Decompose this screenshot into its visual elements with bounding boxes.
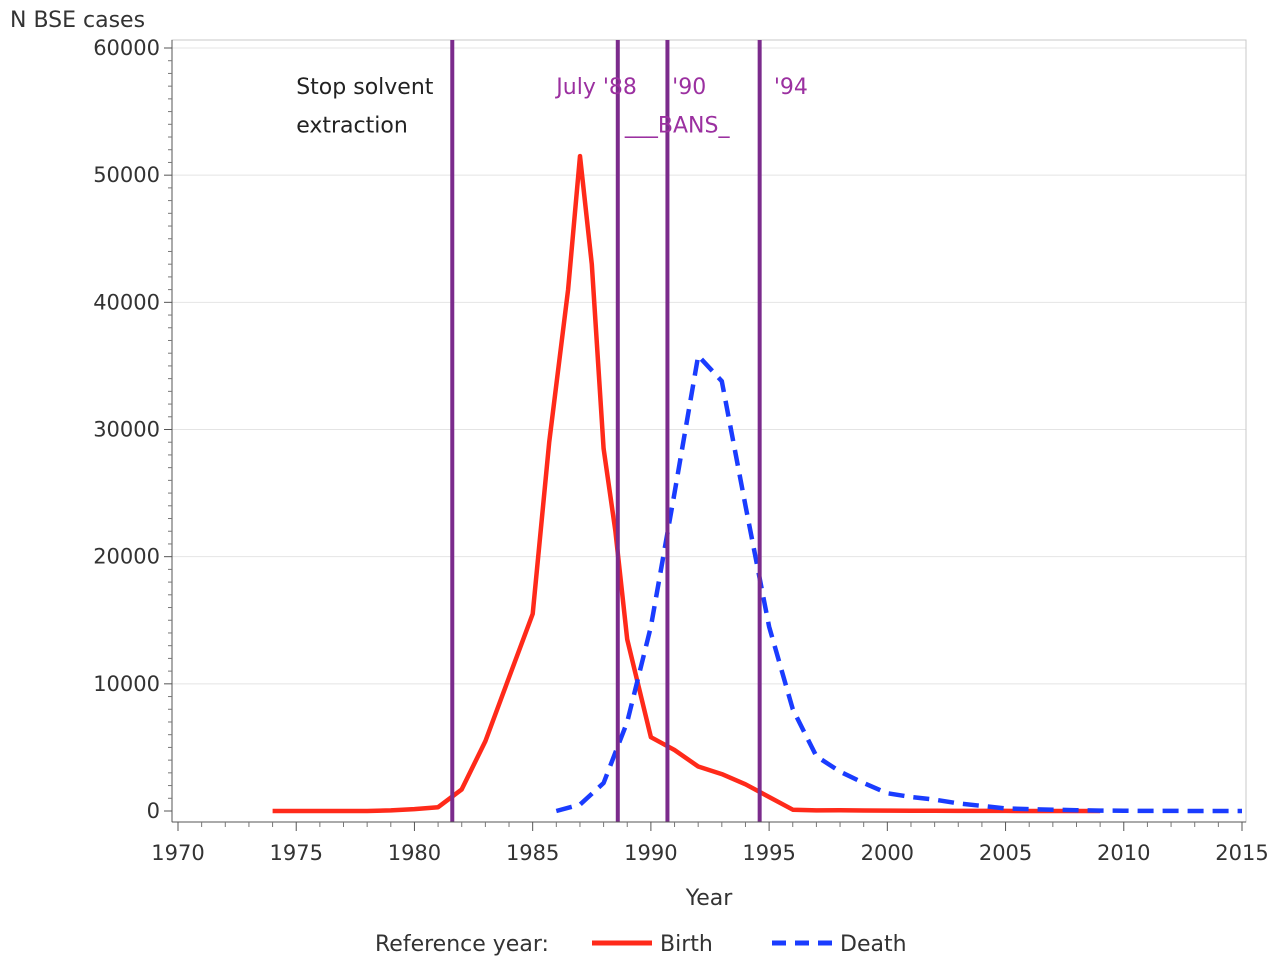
y-tick-label-2: 20000 [93, 545, 160, 569]
x-tick-label-4: 1990 [624, 841, 677, 865]
x-tick-label-6: 2000 [861, 841, 914, 865]
legend-label-death: Death [840, 932, 907, 957]
series-line-birth [272, 153, 1101, 814]
x-tick-label-9: 2015 [1215, 841, 1268, 865]
x-axis-title: Year [685, 886, 734, 911]
y-axis-title: N BSE cases [10, 8, 145, 33]
x-tick-label-7: 2005 [979, 841, 1032, 865]
y-tick-label-3: 30000 [93, 418, 160, 442]
annotation-5: ___BANS_ [624, 113, 731, 138]
series-line-death [555, 353, 1242, 814]
reference-lines [450, 40, 762, 822]
legend-title: Reference year: [375, 932, 549, 957]
annotation-0: Stop solvent [296, 75, 434, 100]
plot-frame [171, 39, 1247, 823]
annotation-3: '90 [672, 75, 706, 100]
annotation-4: '94 [774, 75, 808, 100]
x-tick-label-1: 1975 [269, 841, 322, 865]
x-tick-label-0: 1970 [151, 841, 204, 865]
legend: Reference year: Birth Death [375, 932, 907, 957]
y-tick-label-6: 60000 [93, 36, 160, 60]
y-tick-label-1: 10000 [93, 672, 160, 696]
series-layer [272, 153, 1242, 814]
axes: 0 10000 20000 30000 40000 50000 60000 1970 1975 1… [93, 36, 1269, 865]
grid-lines [172, 47, 1246, 685]
annotations: Stop solvent extraction July '88 '90 '94 ___B… [296, 75, 808, 138]
y-tick-label-5: 50000 [93, 163, 160, 187]
annotation-2: July '88 [554, 75, 637, 100]
x-tick-label-8: 2010 [1097, 841, 1150, 865]
y-tick-label-0: 0 [147, 799, 160, 823]
annotation-1: extraction [296, 113, 408, 138]
legend-label-birth: Birth [660, 932, 713, 957]
x-tick-label-3: 1985 [506, 841, 559, 865]
y-tick-label-4: 40000 [93, 290, 160, 314]
x-tick-label-2: 1980 [388, 841, 441, 865]
x-tick-label-5: 1995 [742, 841, 795, 865]
